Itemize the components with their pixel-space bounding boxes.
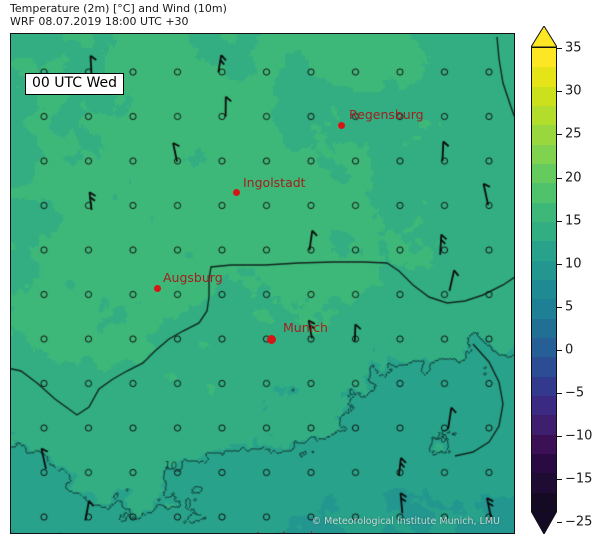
- colorbar-tick: [557, 91, 562, 92]
- colorbar-tick-label: −15: [565, 471, 593, 487]
- colorbar-tick: [557, 178, 562, 179]
- colorbar-under-arrow-icon: [531, 511, 557, 534]
- colorbar-tick: [557, 436, 562, 437]
- colorbar-segment: [532, 125, 556, 146]
- chart-title-block: Temperature (2m) [°C] and Wind (10m) WRF…: [10, 2, 430, 28]
- colorbar-tick-label: 20: [565, 170, 582, 186]
- city-dot-icon: [153, 284, 161, 292]
- chart-subtitle: WRF 08.07.2019 18:00 UTC +30: [10, 15, 189, 28]
- city-label: Munich: [283, 320, 328, 335]
- colorbar-segment: [532, 338, 556, 358]
- colorbar-segment: [532, 376, 556, 397]
- colorbar-tick-label: 15: [565, 213, 582, 229]
- city-dot-icon: [266, 334, 276, 344]
- colorbar-tick: [557, 134, 562, 135]
- colorbar-segment: [532, 241, 556, 262]
- colorbar-segment: [532, 492, 556, 513]
- city-dot-icon: [232, 188, 240, 196]
- temperature-field-canvas: [11, 34, 514, 533]
- colorbar-segment: [532, 164, 556, 184]
- weather-map[interactable]: 00 UTC Wed © Meteorological Institute Mu…: [10, 33, 515, 534]
- colorbar-tick-label: 35: [565, 40, 582, 56]
- colorbar-segment: [532, 260, 556, 281]
- colorbar-over-arrow-icon: [531, 26, 557, 47]
- colorbar-tick-label: 5: [565, 299, 574, 315]
- colorbar-segment: [532, 280, 556, 300]
- colorbar-tick-label: 25: [565, 126, 582, 142]
- colorbar-tick: [557, 522, 562, 523]
- colorbar-segment: [532, 86, 556, 107]
- colorbar-segment: [532, 183, 556, 204]
- colorbar: 35 30 25 20 15 10 5 0 −5 −10 −15 −25: [531, 26, 601, 538]
- colorbar-segment: [532, 222, 556, 242]
- attribution-credit: © Meteorological Institute Munich, LMU: [311, 516, 500, 527]
- colorbar-tick-label: 10: [565, 256, 582, 272]
- chart-title: Temperature (2m) [°C] and Wind (10m): [10, 2, 227, 15]
- colorbar-segment: [532, 106, 556, 126]
- colorbar-tick-label: −25: [565, 514, 593, 530]
- city-label: Augsburg: [163, 270, 223, 285]
- colorbar-tick-label: −5: [565, 385, 585, 401]
- colorbar-tick-label: −10: [565, 428, 593, 444]
- colorbar-tick: [557, 221, 562, 222]
- colorbar-segment: [532, 318, 556, 339]
- city-label: Ingolstadt: [243, 175, 306, 190]
- colorbar-segment: [532, 473, 556, 494]
- colorbar-segment: [532, 48, 556, 68]
- colorbar-tick: [557, 350, 562, 351]
- colorbar-tick: [557, 393, 562, 394]
- colorbar-segment: [532, 396, 556, 416]
- colorbar-gradient: [531, 47, 557, 513]
- colorbar-segment: [532, 67, 556, 88]
- colorbar-tick-label: 30: [565, 83, 582, 99]
- colorbar-segment: [532, 415, 556, 436]
- colorbar-tick-label: 0: [565, 342, 574, 358]
- colorbar-segment: [532, 454, 556, 474]
- city-label: Regensburg: [349, 107, 424, 122]
- colorbar-segment: [532, 144, 556, 165]
- city-dot-icon: [337, 121, 345, 129]
- colorbar-segment: [532, 299, 556, 320]
- colorbar-segment: [532, 202, 556, 223]
- city-label: Innsbruck: [256, 530, 317, 533]
- colorbar-segment: [532, 357, 556, 378]
- colorbar-tick: [557, 479, 562, 480]
- colorbar-tick: [557, 307, 562, 308]
- colorbar-tick: [557, 264, 562, 265]
- valid-time-badge: 00 UTC Wed: [25, 73, 124, 95]
- colorbar-tick: [557, 48, 562, 49]
- colorbar-segment: [532, 434, 556, 455]
